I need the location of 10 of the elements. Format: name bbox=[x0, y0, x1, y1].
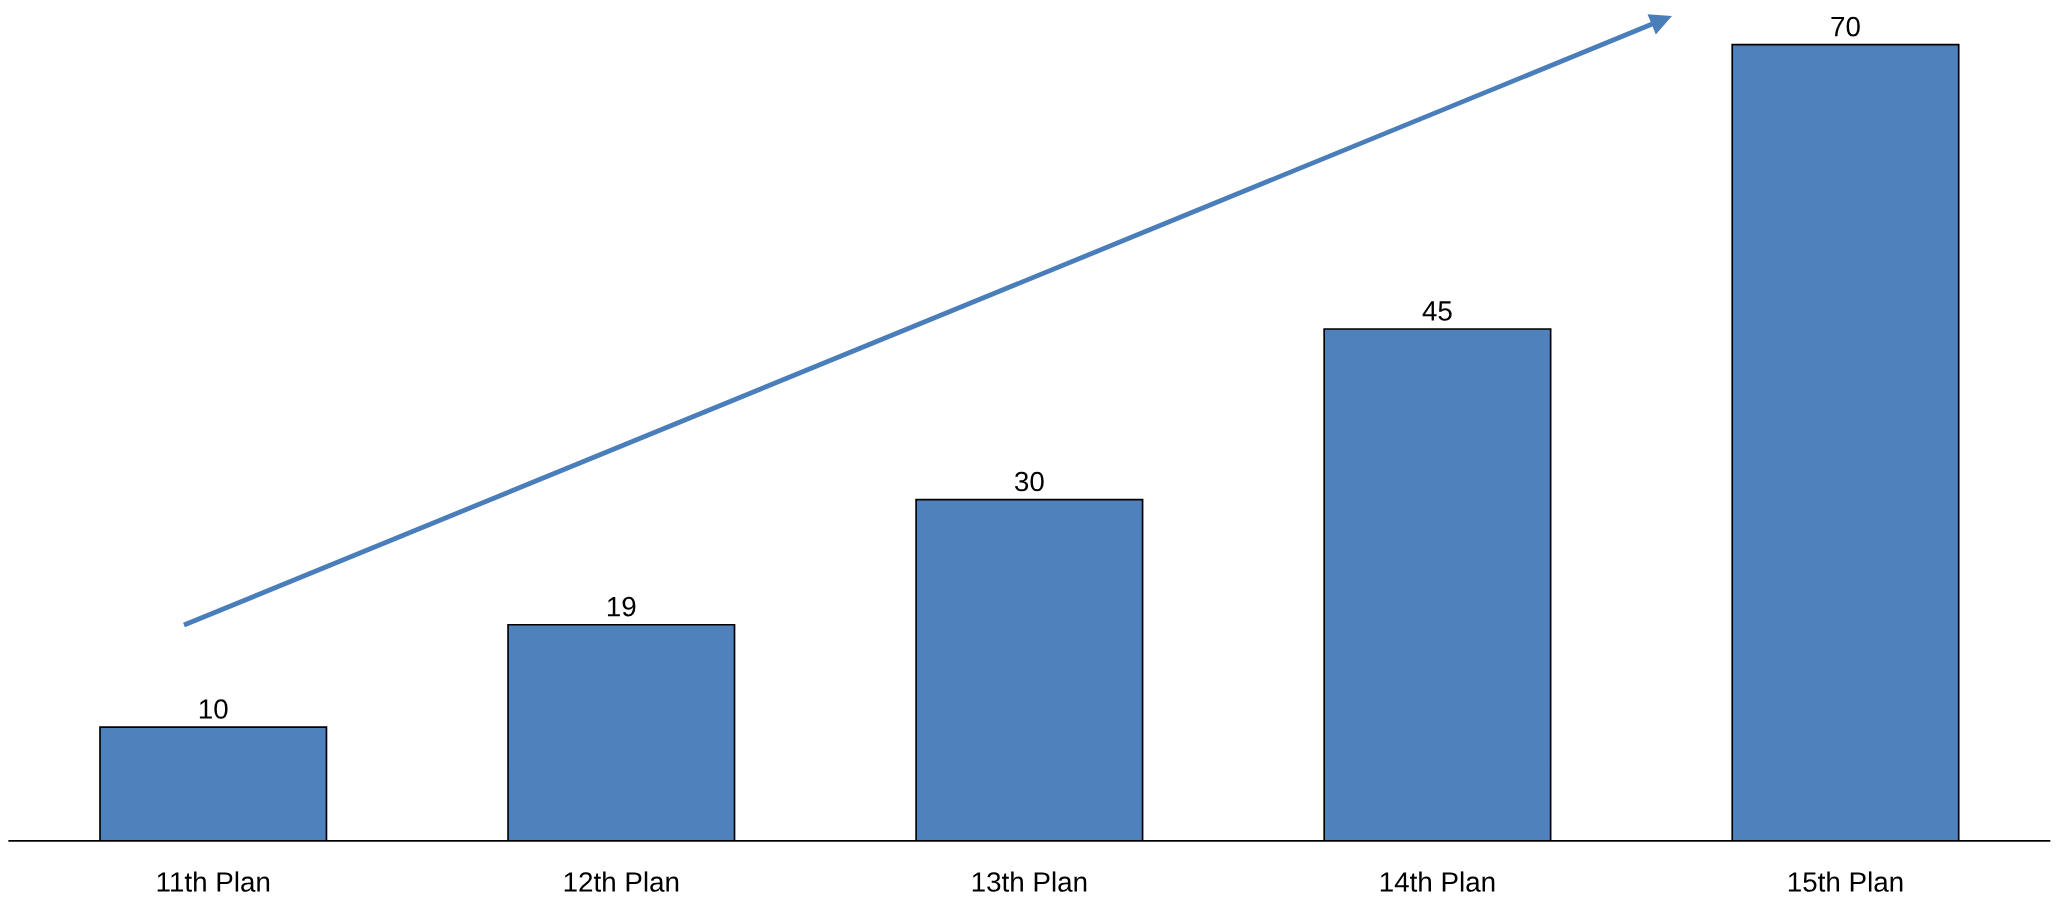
data-label: 45 bbox=[1422, 301, 1452, 321]
x-tick-label: 11th Plan bbox=[157, 871, 270, 892]
data-label: 30 bbox=[1014, 471, 1044, 492]
x-tick-label: 14th Plan bbox=[1380, 871, 1495, 892]
data-label: 70 bbox=[1831, 16, 1860, 37]
x-tick-label: 13th Plan bbox=[972, 871, 1087, 892]
x-tick-label: 12th Plan bbox=[564, 871, 679, 892]
data-label: 10 bbox=[199, 699, 228, 719]
data-label: 19 bbox=[607, 596, 636, 617]
x-tick-label: 15th Plan bbox=[1788, 871, 1903, 892]
